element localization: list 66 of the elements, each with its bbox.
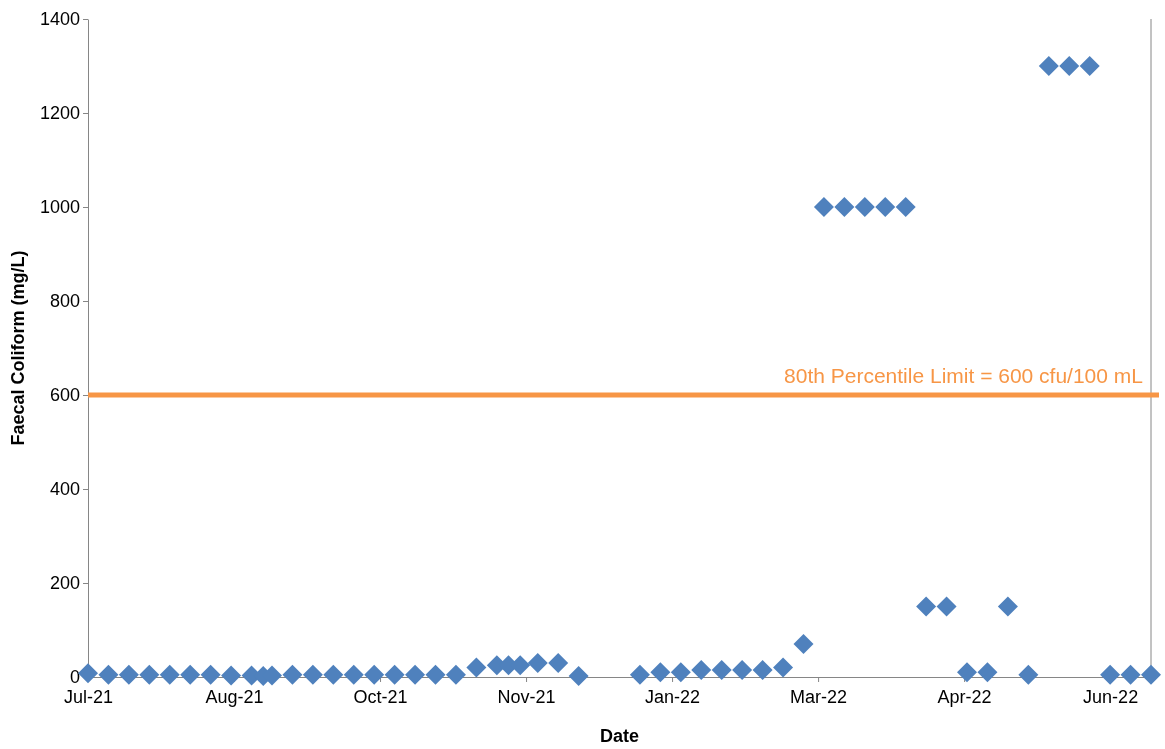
point [895, 197, 916, 217]
point [78, 663, 98, 684]
x-tick-label: Mar-22 [790, 687, 848, 707]
y-tick-label: 0 [69, 667, 80, 688]
point [670, 662, 691, 683]
point [139, 664, 160, 685]
point [221, 665, 242, 686]
point [98, 664, 119, 685]
point [159, 664, 180, 685]
point [282, 664, 303, 685]
y-axis-title: Faecal Coliform (mg/L) [8, 250, 28, 446]
point [773, 657, 794, 678]
point [711, 659, 732, 680]
point [1038, 56, 1059, 76]
y-tick-label: 400 [49, 479, 80, 500]
point [466, 657, 487, 678]
point [997, 596, 1018, 617]
x-tick-label: Nov-21 [497, 687, 556, 707]
x-tick-label: Apr-22 [937, 687, 992, 707]
point [957, 662, 978, 683]
point [650, 662, 671, 683]
point [1120, 664, 1141, 685]
x-tick-label: Jan-22 [645, 687, 701, 707]
point [548, 652, 569, 673]
point [527, 652, 548, 673]
point [384, 664, 405, 685]
point [813, 197, 834, 217]
point [854, 197, 875, 217]
point [732, 659, 753, 680]
point [1059, 56, 1080, 76]
x-axis-title: Date [599, 726, 640, 746]
x-tick-label: Jun-22 [1083, 687, 1139, 707]
x-tick-label: Jul-21 [63, 687, 114, 707]
point [793, 634, 814, 655]
point [752, 659, 773, 680]
point [425, 664, 446, 685]
point [343, 664, 364, 685]
point [405, 664, 426, 685]
y-tick-label: 600 [49, 385, 80, 406]
point [445, 664, 466, 685]
point [936, 596, 957, 617]
point [323, 664, 344, 685]
point [568, 666, 589, 687]
ref-line-label: 80th Percentile Limit = 600 cfu/100 mL [784, 364, 1143, 387]
point [875, 197, 896, 217]
y-tick-label: 1200 [39, 103, 80, 124]
point [834, 197, 855, 217]
point [1079, 56, 1100, 76]
y-tick-label: 1400 [39, 9, 80, 30]
point [691, 659, 712, 680]
point [1141, 664, 1161, 685]
x-tick-label: Aug-21 [205, 687, 264, 707]
y-tick-label: 1000 [39, 197, 80, 218]
point [180, 664, 201, 685]
point [1018, 664, 1039, 685]
point [200, 664, 221, 685]
point [118, 664, 139, 685]
y-tick-label: 200 [49, 573, 80, 594]
point [1100, 664, 1121, 685]
x-tick-label: Oct-21 [353, 687, 408, 707]
point [364, 664, 385, 685]
point [916, 596, 937, 617]
point [977, 662, 998, 683]
y-tick-label: 800 [49, 291, 80, 312]
point [302, 664, 323, 685]
point [629, 664, 650, 685]
